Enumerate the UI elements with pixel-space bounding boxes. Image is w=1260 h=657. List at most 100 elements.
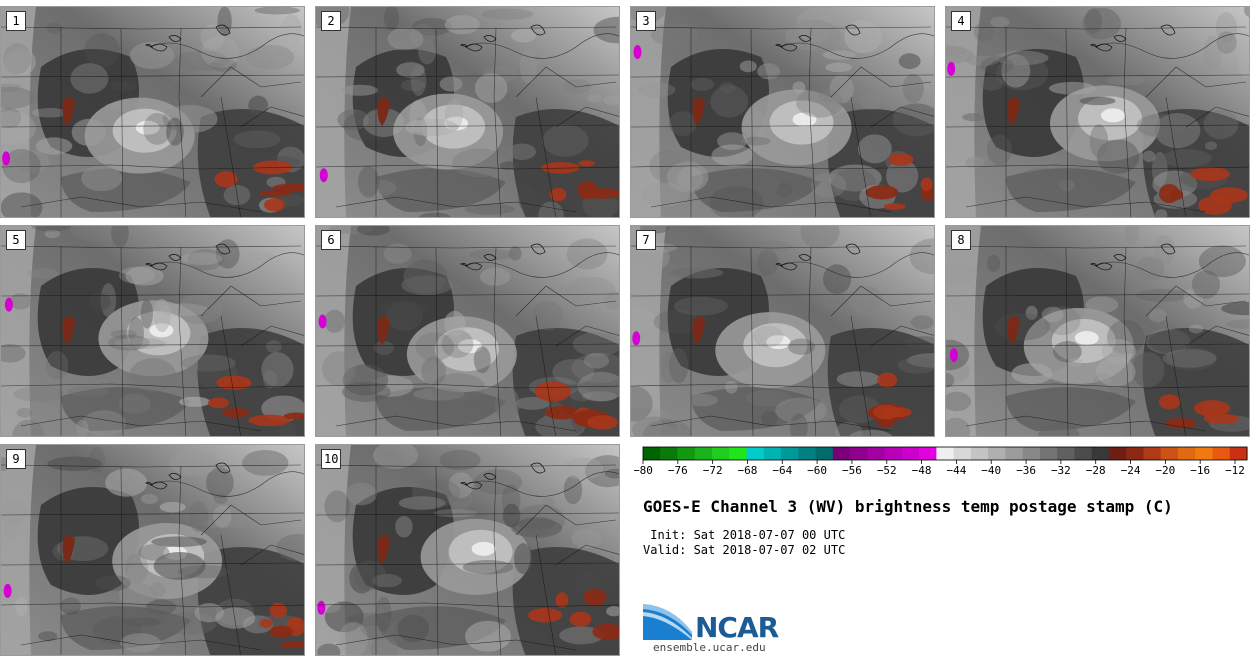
field-blob <box>660 351 676 384</box>
info-block: GOES-E Channel 3 (WV) brightness temp po… <box>643 497 1243 558</box>
field-blob <box>602 95 619 106</box>
field-blob <box>412 17 452 36</box>
field-blob <box>1085 296 1119 314</box>
field-blob <box>642 246 670 270</box>
warm-pocket <box>578 160 595 167</box>
boundary-line <box>830 285 932 317</box>
panel-number: 10 <box>321 449 342 469</box>
field-blob <box>94 575 131 591</box>
field-blob <box>1221 301 1249 316</box>
warm-pocket <box>259 618 273 628</box>
colorbar-swatch <box>919 447 937 460</box>
boundary-line <box>808 27 817 217</box>
field-blob <box>822 50 857 60</box>
boundary-line <box>1 164 304 170</box>
cold-spot <box>947 61 956 76</box>
warm-pocket <box>872 404 900 420</box>
colorbar-swatch <box>1039 447 1058 460</box>
field-blob <box>46 22 63 34</box>
field-blob <box>4 48 36 76</box>
colorbar-frame <box>642 446 1248 461</box>
field-blob <box>465 203 515 215</box>
boundary-line <box>493 27 502 217</box>
boundary-line <box>200 66 302 98</box>
field-blob <box>1 86 37 109</box>
moist-core <box>1100 108 1125 123</box>
cloud-band <box>1 226 36 436</box>
field-blob <box>637 82 676 98</box>
field-blob <box>482 8 534 20</box>
boundary-line <box>1 602 304 608</box>
field-blob <box>1123 415 1147 436</box>
field-blob <box>1148 330 1199 354</box>
moist-core <box>1074 331 1099 346</box>
field-blob <box>418 212 452 217</box>
field-blob <box>213 505 232 528</box>
field-blob <box>1131 352 1165 388</box>
lake-outline <box>460 481 468 486</box>
boundary-line <box>555 544 619 566</box>
field-blob <box>418 38 436 65</box>
field-blob <box>452 148 506 178</box>
field-blob <box>1096 139 1140 174</box>
field-blob <box>604 291 619 310</box>
field-blob <box>1 107 22 129</box>
field-blob <box>571 528 603 548</box>
boundary-line <box>750 28 754 217</box>
warm-pocket <box>549 187 567 202</box>
water-vapor-map <box>316 7 619 217</box>
boundary-line <box>1 512 304 516</box>
colorbar-swatch <box>781 447 799 460</box>
moisture-region <box>691 168 821 212</box>
water-vapor-map <box>316 226 619 436</box>
colorbar-swatch <box>815 447 834 460</box>
field-blob <box>166 117 184 146</box>
boundary-line <box>240 325 304 347</box>
boundary-line <box>316 124 619 128</box>
boundary-line <box>1 26 302 30</box>
boundary-line <box>946 245 1247 249</box>
colorbar-tick-label: −16 <box>1190 464 1210 477</box>
field-blob <box>64 9 105 21</box>
field-blob <box>246 44 295 70</box>
boundary-line <box>1165 96 1186 217</box>
field-blob <box>538 201 564 217</box>
field-blob <box>979 75 1003 91</box>
field-blob <box>31 226 71 232</box>
field-blob <box>71 118 107 146</box>
boundary-line <box>1123 27 1132 217</box>
colorbar-swatch <box>1022 447 1041 460</box>
field-blob <box>9 293 32 310</box>
boundary-line <box>515 66 617 98</box>
colorbar-swatch <box>1108 447 1127 460</box>
field-blob <box>725 380 738 394</box>
boundary-line <box>750 247 754 436</box>
field-blob <box>946 44 967 56</box>
field-blob <box>373 445 419 469</box>
water-vapor-map <box>1 7 304 217</box>
postage-stamp-panel-1: 1 <box>0 6 305 218</box>
field-blob <box>322 351 356 387</box>
colorbar-swatch <box>1005 447 1024 460</box>
warm-pocket <box>221 408 250 418</box>
warm-pocket <box>1190 167 1231 181</box>
field-blob <box>518 183 538 213</box>
field-blob <box>777 182 793 198</box>
field-blob <box>1053 341 1082 363</box>
boundary-line <box>465 33 619 59</box>
boundary-line <box>316 383 619 389</box>
field-blob <box>724 347 743 373</box>
field-blob <box>118 582 157 607</box>
field-blob <box>1154 235 1176 266</box>
page-title: GOES-E Channel 3 (WV) brightness temp po… <box>643 497 1173 516</box>
colorbar-tick-label: −28 <box>1086 464 1106 477</box>
boundary-line <box>1123 246 1132 436</box>
field-blob <box>739 60 757 73</box>
logo-url: ensemble.ucar.edu <box>653 641 766 654</box>
boundary-line <box>178 246 187 436</box>
warm-pocket <box>883 203 906 210</box>
field-blob <box>593 16 619 44</box>
lake-outline <box>145 43 153 48</box>
field-blob <box>552 358 595 385</box>
field-blob <box>1084 8 1103 35</box>
